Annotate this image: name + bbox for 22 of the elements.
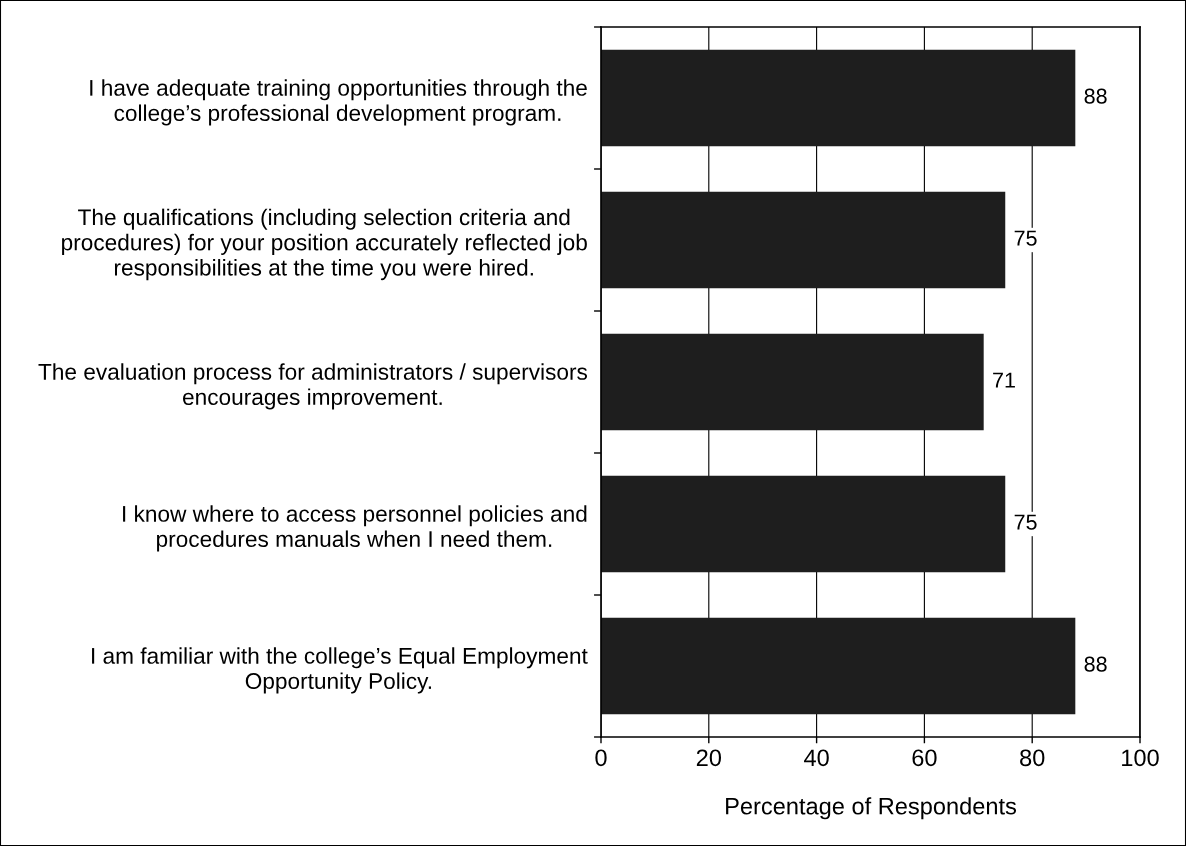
data-label: 71 xyxy=(993,372,1015,388)
y-tick-label: The evaluation process for administrators / supervisors encourages improvement. xyxy=(38,363,588,410)
x-tick-label: 100 xyxy=(1122,749,1159,767)
x-tick-label: 20 xyxy=(696,749,722,767)
x-tick-label: 60 xyxy=(912,749,937,767)
data-label: 88 xyxy=(1084,88,1107,104)
y-tick-label: I have adequate training opportunities through the college’s professional development program. xyxy=(90,79,587,126)
y-tick-label: I am familiar with the college’s Equal Employment Opportunity Policy. xyxy=(92,647,588,694)
bar xyxy=(601,617,1076,715)
y-tick-label: I know where to access personnel policies and procedures manuals when I need them. xyxy=(123,505,587,552)
data-label: 88 xyxy=(1084,656,1107,672)
x-tick-label: 80 xyxy=(1020,749,1045,767)
y-tick-label: The qualifications (including selection criteria and procedures) for your position accurately reflected job responsibilities at the time you were hired. xyxy=(62,208,587,281)
data-label: 75 xyxy=(1014,230,1037,246)
bar xyxy=(601,333,984,431)
data-label: 75 xyxy=(1014,514,1037,530)
x-axis-title: Percentage of Respondents xyxy=(726,797,1017,820)
x-tick-label: 40 xyxy=(804,749,829,767)
bar xyxy=(601,475,1006,573)
bar xyxy=(601,49,1076,147)
bar xyxy=(601,191,1006,289)
x-tick-label: 0 xyxy=(595,749,607,767)
